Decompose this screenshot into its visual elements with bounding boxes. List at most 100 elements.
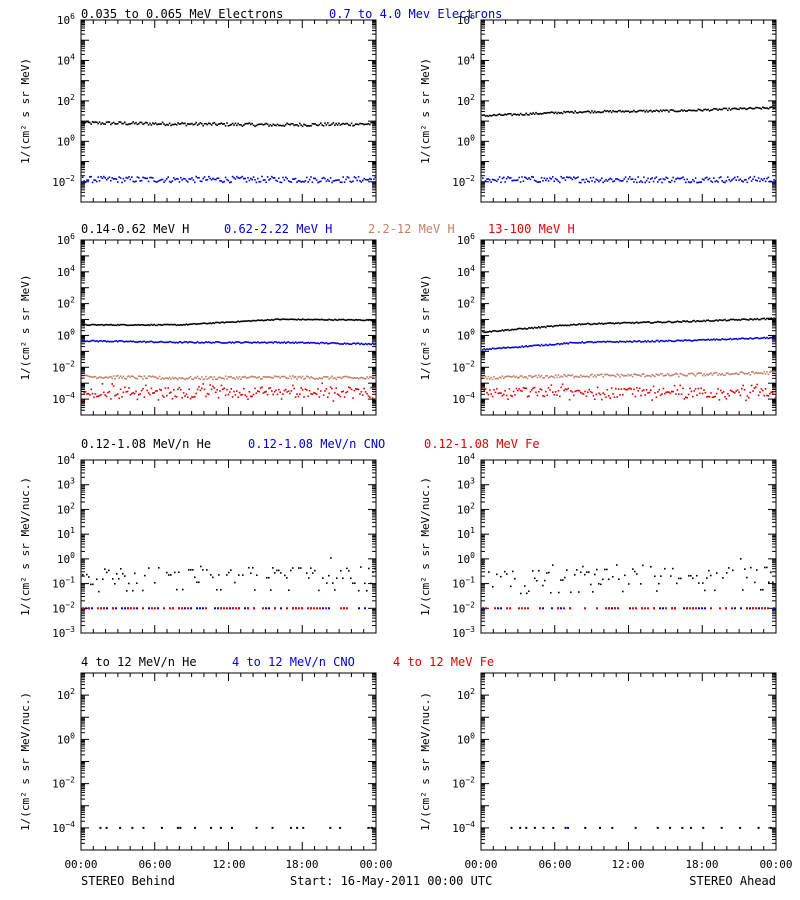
data-point bbox=[345, 178, 347, 181]
data-point bbox=[595, 323, 597, 325]
data-point bbox=[157, 180, 160, 182]
data-point bbox=[539, 345, 541, 347]
data-point bbox=[173, 377, 175, 380]
data-point bbox=[596, 340, 599, 343]
data-point bbox=[114, 340, 116, 343]
data-point bbox=[206, 569, 208, 571]
y-tick-label: 102 bbox=[457, 93, 475, 108]
y-tick-label: 101 bbox=[457, 526, 475, 541]
data-point bbox=[352, 124, 354, 127]
data-series bbox=[482, 383, 777, 402]
data-point bbox=[631, 178, 634, 180]
data-point bbox=[699, 108, 701, 111]
data-point bbox=[510, 585, 512, 588]
data-point bbox=[233, 321, 235, 324]
data-point bbox=[675, 372, 677, 375]
data-point bbox=[244, 394, 246, 396]
data-point bbox=[630, 374, 632, 376]
data-point bbox=[348, 124, 350, 126]
data-point bbox=[746, 576, 748, 579]
data-point bbox=[608, 607, 610, 610]
data-point bbox=[188, 123, 190, 126]
data-point bbox=[332, 122, 335, 124]
data-point bbox=[290, 318, 293, 321]
data-point bbox=[149, 340, 151, 343]
x-tick-label: 18:00 bbox=[685, 858, 718, 871]
data-point bbox=[557, 374, 560, 376]
data-point bbox=[613, 323, 616, 325]
data-point bbox=[519, 346, 522, 349]
data-point bbox=[168, 324, 171, 326]
data-point bbox=[501, 394, 504, 397]
data-point bbox=[588, 340, 590, 343]
data-point bbox=[678, 339, 680, 342]
data-point bbox=[254, 376, 256, 378]
data-point bbox=[675, 340, 677, 342]
data-point bbox=[259, 341, 262, 344]
data-point bbox=[345, 343, 347, 345]
data-point bbox=[285, 376, 287, 379]
data-point bbox=[689, 372, 691, 375]
data-point bbox=[539, 327, 541, 329]
data-point bbox=[566, 110, 568, 113]
data-point bbox=[647, 177, 649, 180]
data-point bbox=[496, 388, 498, 390]
data-point bbox=[631, 393, 634, 395]
data-point bbox=[139, 180, 141, 182]
data-point bbox=[703, 108, 705, 111]
data-point bbox=[166, 341, 168, 344]
data-point bbox=[679, 339, 681, 342]
data-point bbox=[192, 569, 194, 571]
data-point bbox=[241, 125, 244, 127]
data-point bbox=[634, 373, 637, 376]
data-point bbox=[138, 176, 140, 179]
data-point bbox=[355, 177, 357, 179]
data-point bbox=[710, 372, 712, 374]
data-point bbox=[659, 109, 662, 112]
data-point bbox=[719, 607, 721, 610]
data-point bbox=[189, 323, 192, 326]
data-point bbox=[143, 122, 146, 125]
data-point bbox=[553, 180, 555, 183]
data-point bbox=[648, 391, 651, 394]
data-point bbox=[582, 323, 585, 326]
data-point bbox=[324, 177, 326, 180]
y-tick-label: 102 bbox=[57, 296, 75, 311]
data-point bbox=[359, 343, 361, 346]
data-point bbox=[542, 326, 544, 328]
data-point bbox=[582, 375, 585, 378]
data-point bbox=[589, 176, 592, 179]
data-point bbox=[756, 569, 758, 571]
data-point bbox=[626, 321, 628, 324]
data-point bbox=[322, 394, 325, 396]
data-point bbox=[760, 108, 763, 110]
data-point bbox=[631, 341, 634, 343]
data-point bbox=[568, 324, 571, 327]
data-point bbox=[580, 391, 582, 394]
data-point bbox=[753, 318, 756, 320]
data-point bbox=[720, 389, 722, 392]
data-point bbox=[654, 177, 656, 180]
plot-frame bbox=[80, 19, 377, 203]
data-point bbox=[363, 343, 365, 346]
data-point bbox=[313, 177, 315, 180]
data-point bbox=[290, 390, 293, 392]
data-point bbox=[573, 376, 575, 379]
data-point bbox=[217, 376, 220, 379]
data-point bbox=[533, 375, 536, 378]
data-point bbox=[547, 111, 550, 114]
data-point bbox=[741, 107, 743, 110]
data-point bbox=[755, 106, 757, 109]
data-point bbox=[254, 178, 256, 181]
data-point bbox=[668, 339, 670, 342]
data-point bbox=[158, 567, 160, 569]
data-point bbox=[571, 178, 574, 181]
data-point bbox=[500, 607, 502, 610]
data-point bbox=[178, 341, 181, 343]
data-point bbox=[334, 589, 336, 591]
data-point bbox=[627, 321, 630, 324]
data-point bbox=[732, 338, 735, 340]
data-point bbox=[609, 177, 611, 180]
data-point bbox=[317, 342, 319, 344]
footer-left-label: STEREO Behind bbox=[81, 874, 175, 888]
